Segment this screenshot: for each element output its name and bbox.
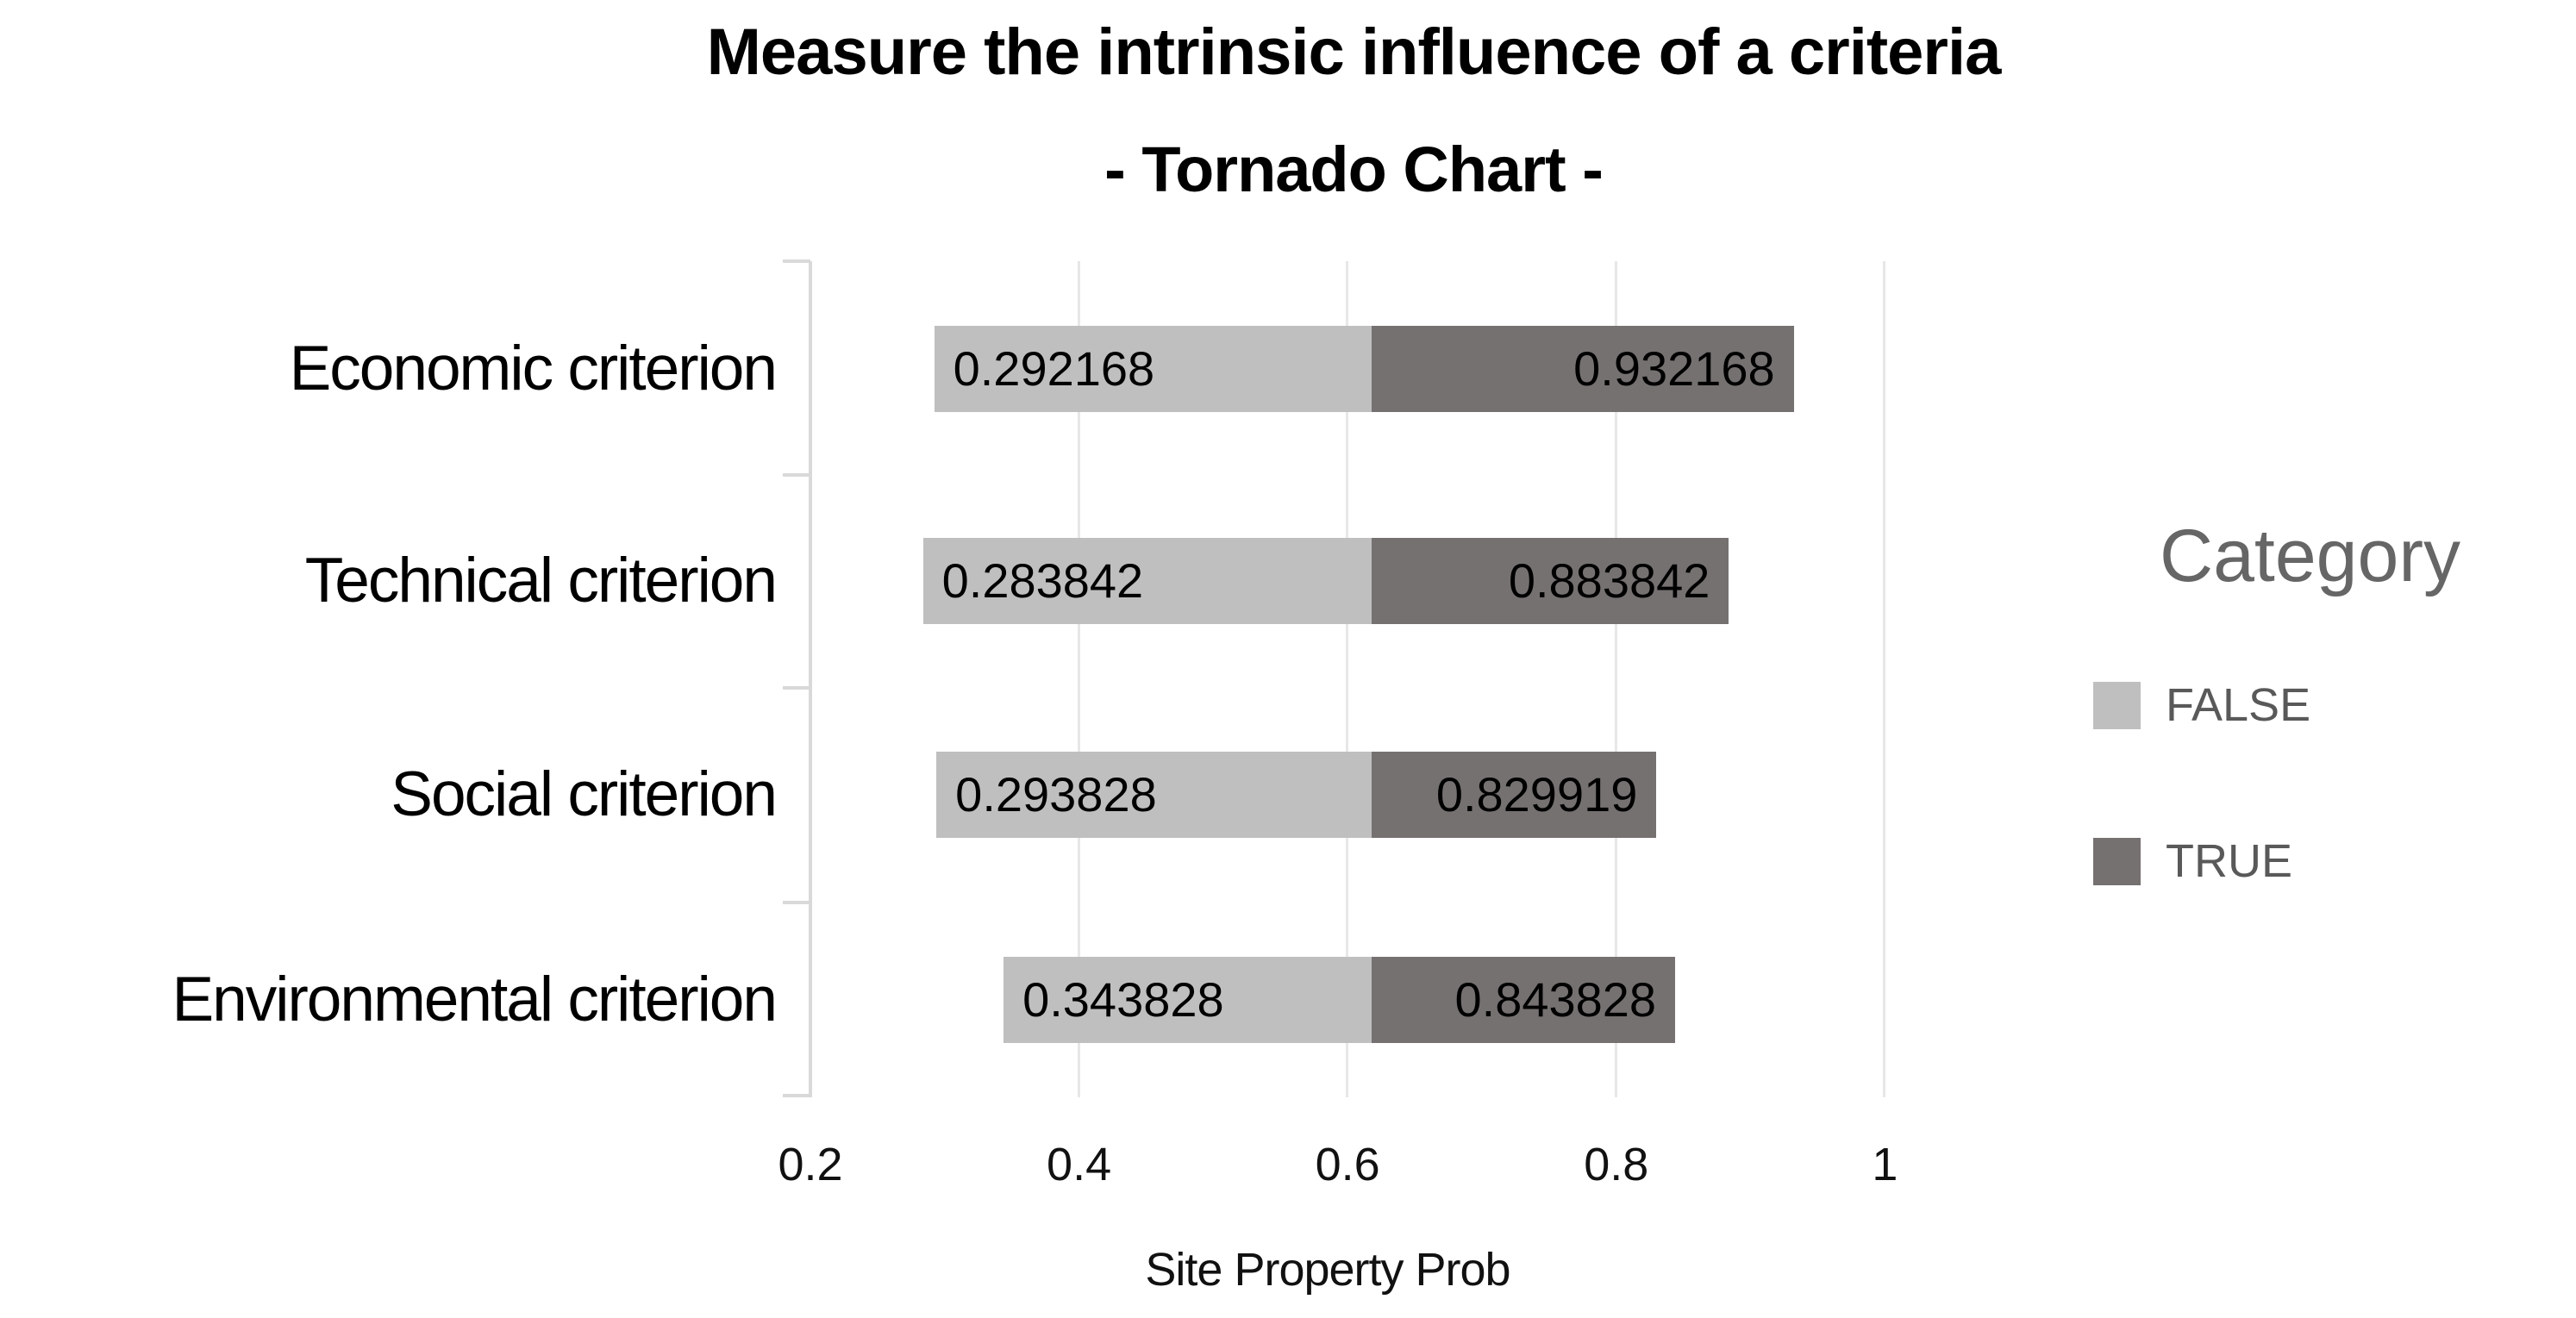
bar-false-segment[interactable]: 0.293828: [936, 752, 1372, 838]
y-axis-line: [809, 261, 812, 1097]
x-axis-title: Site Property Prob: [1145, 1244, 1510, 1296]
bar-value-label-false: 0.343828: [1022, 972, 1224, 1027]
x-tick-label: 0.2: [778, 1139, 843, 1190]
gridline: [1614, 261, 1617, 1097]
bar-false-segment[interactable]: 0.343828: [1004, 957, 1372, 1043]
axis-tick: [783, 1094, 810, 1097]
bar-value-label-true: 0.829919: [1435, 767, 1638, 821]
chart-subtitle: - Tornado Chart -: [1104, 134, 1604, 205]
legend-title: Category: [2160, 515, 2460, 597]
bar-true-segment[interactable]: 0.883842: [1372, 538, 1729, 624]
legend-swatch-true-icon: [2093, 838, 2141, 885]
bar-value-label-true: 0.883842: [1508, 553, 1710, 608]
bar-true-segment[interactable]: 0.932168: [1372, 326, 1794, 412]
x-tick-label: 1: [1872, 1139, 1898, 1190]
axis-tick: [783, 686, 810, 690]
axis-tick: [783, 259, 810, 263]
x-tick-label: 0.8: [1584, 1139, 1649, 1190]
bar-false-segment[interactable]: 0.292168: [934, 326, 1372, 412]
category-label: Social criterion: [391, 759, 778, 829]
bar-value-label-false: 0.293828: [955, 767, 1157, 821]
category-label: Environmental criterion: [172, 965, 778, 1034]
bar-value-label-true: 0.843828: [1454, 972, 1657, 1027]
x-tick-label: 0.6: [1315, 1139, 1380, 1190]
bar-value-label-false: 0.283842: [941, 553, 1144, 608]
axis-tick: [783, 473, 810, 477]
bar-true-segment[interactable]: 0.843828: [1372, 957, 1676, 1043]
legend-item-label: TRUE: [2166, 835, 2292, 887]
axis-tick: [783, 901, 810, 904]
gridline: [1883, 261, 1886, 1097]
legend-item-label: FALSE: [2166, 679, 2311, 731]
category-label: Technical criterion: [304, 546, 778, 615]
bar-true-segment[interactable]: 0.829919: [1372, 752, 1657, 838]
x-tick-label: 0.4: [1047, 1139, 1112, 1190]
category-label: Economic criterion: [289, 334, 778, 403]
gridline: [1346, 261, 1349, 1097]
legend-swatch-false-icon: [2093, 682, 2141, 729]
bar-value-label-false: 0.292168: [953, 341, 1155, 396]
gridline: [1077, 261, 1080, 1097]
chart-title: Measure the intrinsic influence of a cri…: [706, 16, 2002, 89]
bar-value-label-true: 0.932168: [1573, 341, 1775, 396]
bar-false-segment[interactable]: 0.283842: [922, 538, 1372, 624]
